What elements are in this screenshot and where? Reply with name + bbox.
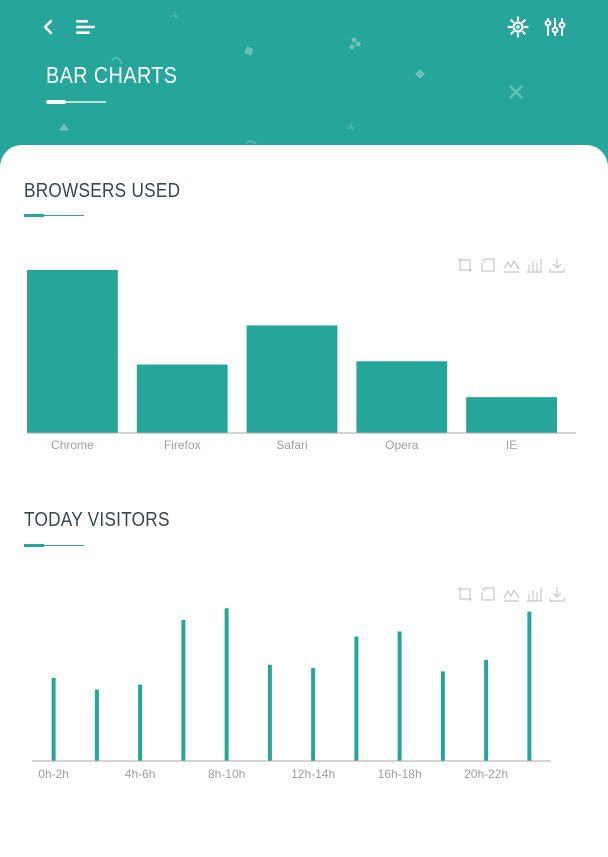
bar-chart-icon[interactable] <box>526 586 543 603</box>
menu-icon[interactable] <box>75 17 97 37</box>
bar-10h-12h[interactable] <box>267 664 272 761</box>
bar-6h-8h[interactable] <box>181 619 186 761</box>
bar-12h-14h[interactable] <box>311 668 316 761</box>
x-tick-label: Opera <box>385 438 419 452</box>
bar-firefox[interactable] <box>136 364 228 433</box>
x-tick-label: 12h-14h <box>291 767 335 781</box>
chart-toolbox <box>457 257 566 274</box>
x-tick-label: Firefox <box>164 438 201 452</box>
x-tick-label: 4h-6h <box>125 767 156 781</box>
browsers-used-title: BROWSERS USED <box>24 180 181 202</box>
x-tick-label: 8h-10h <box>208 767 245 781</box>
back-chevron-icon[interactable] <box>40 17 58 37</box>
browsers-bar-chart: Chrome Firefox Safari Opera IE <box>27 270 576 452</box>
x-tick-label: 16h-18h <box>378 767 422 781</box>
bar-0h-2h[interactable] <box>51 678 56 761</box>
title-underline <box>46 100 106 104</box>
x-tick-label: 0h-2h <box>38 767 69 781</box>
x-tick-label: IE <box>506 438 517 452</box>
visitors-bar-chart: 0h-2h 4h-6h 8h-10h 12h-14h 16h-18h 20h-22h <box>32 608 551 781</box>
x-tick-label: Safari <box>276 438 307 452</box>
zoom-reset-icon[interactable] <box>480 586 497 603</box>
page-title: BAR CHARTS <box>46 62 178 88</box>
zoom-icon[interactable] <box>457 257 474 274</box>
line-chart-icon[interactable] <box>503 586 520 603</box>
download-icon[interactable] <box>549 257 566 274</box>
zoom-reset-icon[interactable] <box>480 257 497 274</box>
download-icon[interactable] <box>549 586 566 603</box>
x-tick-label: Chrome <box>51 438 94 452</box>
line-chart-icon[interactable] <box>503 257 520 274</box>
brightness-icon[interactable] <box>507 16 529 38</box>
bar-18h-20h[interactable] <box>440 671 445 761</box>
bar-2h-4h[interactable] <box>94 689 99 761</box>
bar-20h-22h[interactable] <box>484 659 489 761</box>
bar-22h-24h[interactable] <box>527 611 532 761</box>
bar-opera[interactable] <box>356 361 448 433</box>
bar-16h-18h[interactable] <box>397 631 402 761</box>
zoom-icon[interactable] <box>457 586 474 603</box>
chart-toolbox <box>457 586 566 603</box>
bar-4h-6h[interactable] <box>138 684 143 761</box>
bar-ie[interactable] <box>466 397 557 433</box>
bar-chrome[interactable] <box>27 270 118 433</box>
today-visitors-title: TODAY VISITORS <box>24 509 170 531</box>
decorative-pattern <box>59 11 523 145</box>
section-underline <box>24 544 84 547</box>
sliders-icon[interactable] <box>544 16 566 38</box>
section-underline <box>24 214 84 217</box>
x-tick-label: 20h-22h <box>464 767 508 781</box>
bar-chart-icon[interactable] <box>526 257 543 274</box>
bar-8h-10h[interactable] <box>224 608 229 761</box>
bar-safari[interactable] <box>246 325 338 433</box>
bar-14h-16h[interactable] <box>354 636 359 762</box>
